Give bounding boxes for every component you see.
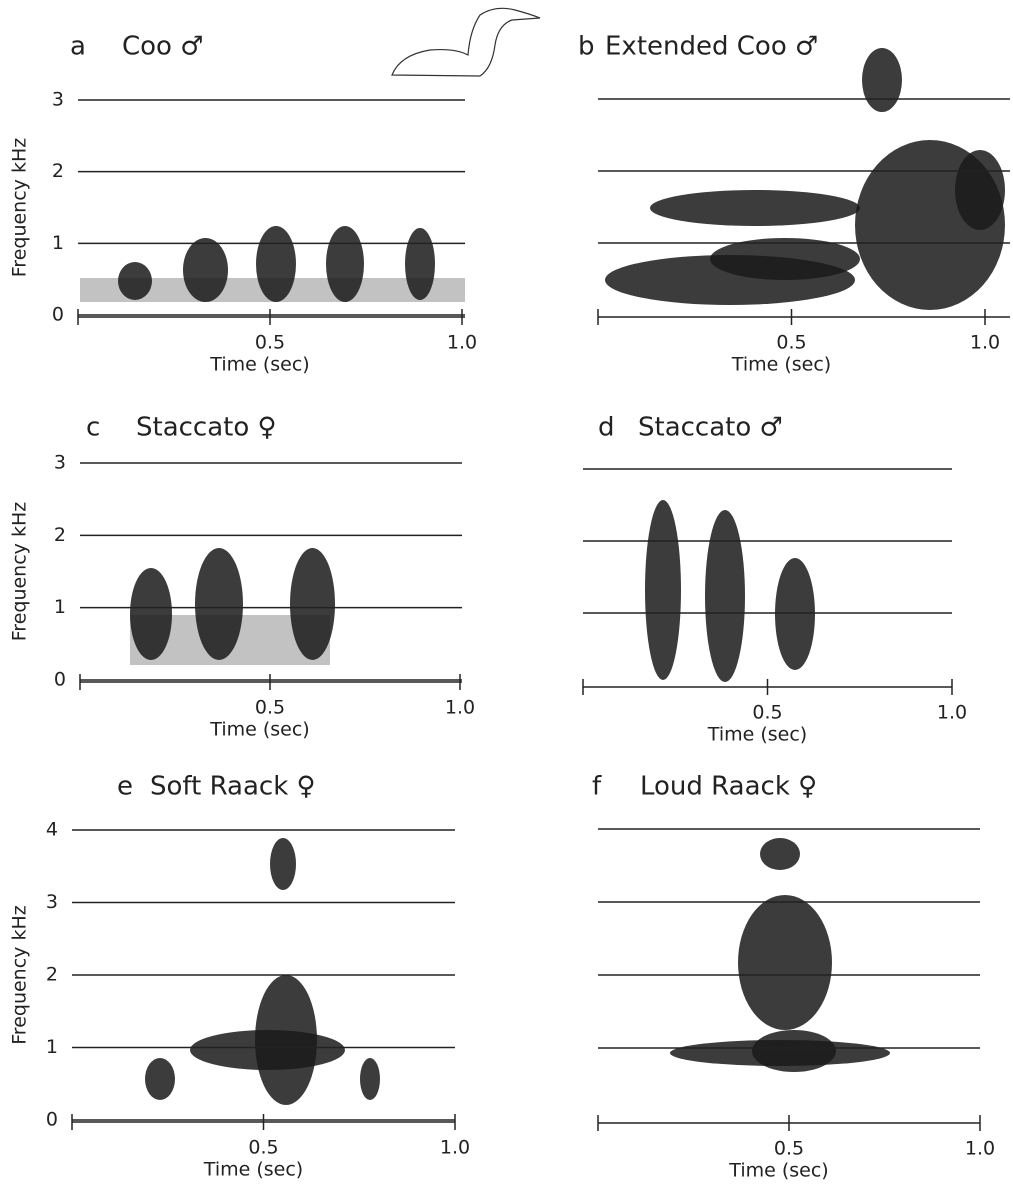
spectrogram-blob — [130, 568, 172, 660]
panel-title: Staccato ♂ — [638, 413, 783, 443]
x-axis-label: Time (sec) — [707, 724, 807, 746]
y-tick-label: 3 — [52, 89, 64, 111]
spectrogram-blob — [752, 1030, 836, 1072]
panel-title: Staccato ♀ — [136, 413, 277, 443]
y-axis-label: Frequency kHz — [9, 905, 31, 1044]
panel-title: Soft Raack ♀ — [150, 772, 316, 802]
spectrogram-blob — [256, 226, 296, 302]
panel-label: f — [592, 772, 602, 802]
panel-label: b — [578, 32, 595, 62]
panel-label: a — [70, 32, 86, 62]
spectrogram-blob — [760, 838, 800, 870]
spectrogram-blob — [955, 150, 1005, 230]
spectrogram-blob — [705, 510, 745, 682]
x-tick-label: 0.5 — [774, 1138, 804, 1160]
x-tick-label: 1.0 — [447, 332, 477, 354]
x-tick-label: 0.5 — [248, 1137, 278, 1159]
y-tick-label: 1 — [54, 596, 66, 618]
spectrogram-blob — [360, 1058, 380, 1100]
x-axis-label: Time (sec) — [731, 354, 831, 376]
spectrogram-blob — [183, 238, 228, 302]
y-axis-label: Frequency kHz — [9, 138, 31, 277]
y-tick-label: 1 — [52, 232, 64, 254]
spectrogram-blob — [862, 48, 902, 112]
panel-label: d — [598, 413, 615, 443]
spectrogram-blob — [738, 895, 832, 1030]
y-tick-label: 2 — [52, 160, 64, 182]
y-tick-label: 1 — [46, 1036, 58, 1058]
x-tick-label: 0.5 — [255, 697, 285, 719]
y-tick-label: 2 — [46, 964, 58, 986]
y-tick-label: 0 — [52, 304, 64, 326]
y-tick-label: 0 — [54, 669, 66, 691]
spectrogram-blob — [650, 190, 860, 226]
x-axis-label: Time (sec) — [209, 354, 309, 376]
x-tick-label: 1.0 — [937, 702, 967, 724]
y-axis-label: Frequency kHz — [9, 502, 31, 641]
y-tick-label: 0 — [46, 1109, 58, 1131]
y-tick-label: 4 — [46, 819, 58, 841]
x-tick-label: 1.0 — [440, 1137, 470, 1159]
x-tick-label: 0.5 — [255, 332, 285, 354]
spectrogram-blob — [290, 548, 335, 660]
spectrogram-blob — [195, 548, 243, 660]
spectrogram-blob — [118, 262, 152, 300]
spectrogram-images — [80, 48, 1005, 1105]
spectrogram-blob — [710, 238, 860, 280]
spectrogram-blob — [326, 226, 364, 302]
panel-label: c — [86, 413, 100, 443]
panel-label: e — [117, 772, 133, 802]
spectrogram-blob — [145, 1058, 175, 1100]
x-tick-label: 1.0 — [970, 332, 1000, 354]
y-tick-label: 2 — [54, 524, 66, 546]
x-tick-label: 0.5 — [752, 702, 782, 724]
spectrogram-blob — [270, 838, 296, 890]
x-axis-label: Time (sec) — [203, 1159, 303, 1181]
spectrogram-blob — [405, 228, 435, 300]
y-tick-label: 3 — [54, 452, 66, 474]
panel-title: Coo ♂ — [122, 32, 204, 62]
x-tick-label: 1.0 — [965, 1138, 995, 1160]
x-tick-label: 1.0 — [445, 697, 475, 719]
bird-outline — [391, 7, 541, 77]
x-axis-label: Time (sec) — [728, 1160, 828, 1182]
panel-title: Extended Coo ♂ — [605, 32, 818, 62]
panel-title: Loud Raack ♀ — [640, 772, 817, 802]
y-tick-label: 3 — [46, 891, 58, 913]
x-axis-label: Time (sec) — [209, 719, 309, 741]
spectrogram-blob — [775, 558, 815, 670]
spectrogram-blob — [255, 975, 317, 1105]
spectrogram-blob — [645, 500, 681, 680]
x-tick-label: 0.5 — [776, 332, 806, 354]
